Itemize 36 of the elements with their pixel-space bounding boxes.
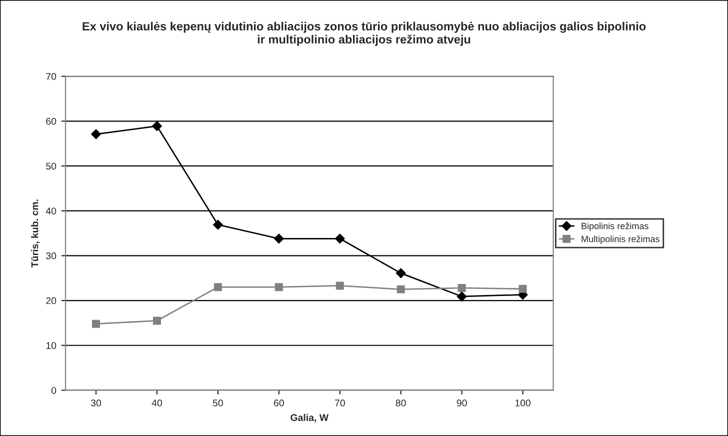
point <box>336 282 344 290</box>
point <box>334 234 345 244</box>
y-axis-title: Tūris, kub. cm. <box>31 200 40 268</box>
x-tick-label: 40 <box>152 400 162 406</box>
x-axis-title: Galia, W <box>290 414 329 422</box>
chart-title: Ex vivo kiaulės kepenų vidutinio abliacijos zonos tūrio priklausomybė nuo abliacijos galios bipolinio ir multipolinio abliacijos režimo atveju <box>82 22 646 46</box>
x-tick-label: 60 <box>274 400 284 406</box>
point <box>91 129 101 140</box>
point <box>396 268 406 278</box>
x-tick-label: 100 <box>515 400 531 406</box>
point <box>152 316 161 325</box>
x-tick-label: 70 <box>334 400 345 406</box>
point <box>518 284 527 293</box>
y-tick-label: 40 <box>46 208 56 214</box>
point <box>458 284 466 292</box>
point <box>214 283 222 292</box>
y-tick-label: 60 <box>46 118 56 125</box>
x-tick-label: 30 <box>90 400 102 406</box>
x-tick-label: 50 <box>212 400 223 406</box>
y-tick-label: 20 <box>46 297 56 304</box>
legend-label: Bipolinis režimas <box>582 222 648 232</box>
x-tick-label: 80 <box>396 400 406 406</box>
point <box>274 283 283 292</box>
y-tick-label: 70 <box>46 73 56 80</box>
point <box>396 285 405 294</box>
x-tick-label: 90 <box>456 400 467 406</box>
point <box>152 121 162 132</box>
y-tick-label: 50 <box>46 162 56 170</box>
y-tick-label: 10 <box>46 342 56 349</box>
y-tick-label: 30 <box>46 252 56 260</box>
point <box>92 320 100 328</box>
point <box>213 220 223 230</box>
y-tick-label: 0 <box>51 386 56 394</box>
point <box>456 292 467 302</box>
legend-label: Multipolinis režimas <box>582 236 660 244</box>
point <box>274 234 284 244</box>
